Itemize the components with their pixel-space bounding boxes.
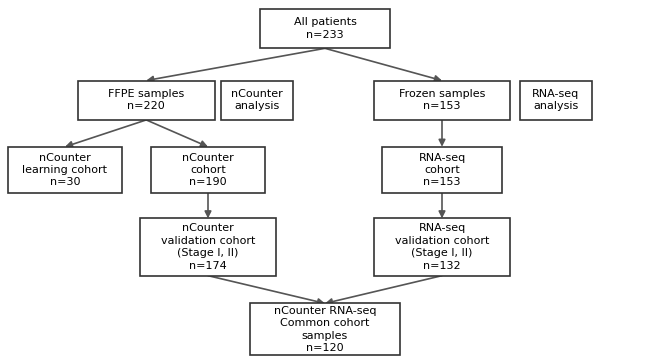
Text: nCounter
learning cohort
n=30: nCounter learning cohort n=30	[23, 153, 107, 188]
FancyBboxPatch shape	[520, 81, 592, 120]
FancyBboxPatch shape	[151, 147, 265, 193]
FancyBboxPatch shape	[140, 218, 276, 276]
Text: FFPE samples
n=220: FFPE samples n=220	[108, 89, 185, 111]
Text: nCounter
cohort
n=190: nCounter cohort n=190	[182, 153, 234, 188]
FancyBboxPatch shape	[374, 81, 510, 120]
FancyBboxPatch shape	[382, 147, 502, 193]
FancyBboxPatch shape	[260, 9, 390, 48]
FancyBboxPatch shape	[374, 218, 510, 276]
Text: RNA-seq
validation cohort
(Stage I, II)
n=132: RNA-seq validation cohort (Stage I, II) …	[395, 223, 489, 271]
Text: All patients
n=233: All patients n=233	[294, 18, 356, 40]
Text: nCounter RNA-seq
Common cohort
samples
n=120: nCounter RNA-seq Common cohort samples n…	[274, 306, 376, 353]
FancyBboxPatch shape	[78, 81, 214, 120]
Text: Frozen samples
n=153: Frozen samples n=153	[399, 89, 485, 111]
Text: nCounter
validation cohort
(Stage I, II)
n=174: nCounter validation cohort (Stage I, II)…	[161, 223, 255, 271]
FancyBboxPatch shape	[250, 304, 400, 355]
Text: RNA-seq
cohort
n=153: RNA-seq cohort n=153	[419, 153, 465, 188]
FancyBboxPatch shape	[8, 147, 122, 193]
FancyBboxPatch shape	[221, 81, 292, 120]
Text: RNA-seq
analysis: RNA-seq analysis	[532, 89, 579, 111]
Text: nCounter
analysis: nCounter analysis	[231, 89, 283, 111]
